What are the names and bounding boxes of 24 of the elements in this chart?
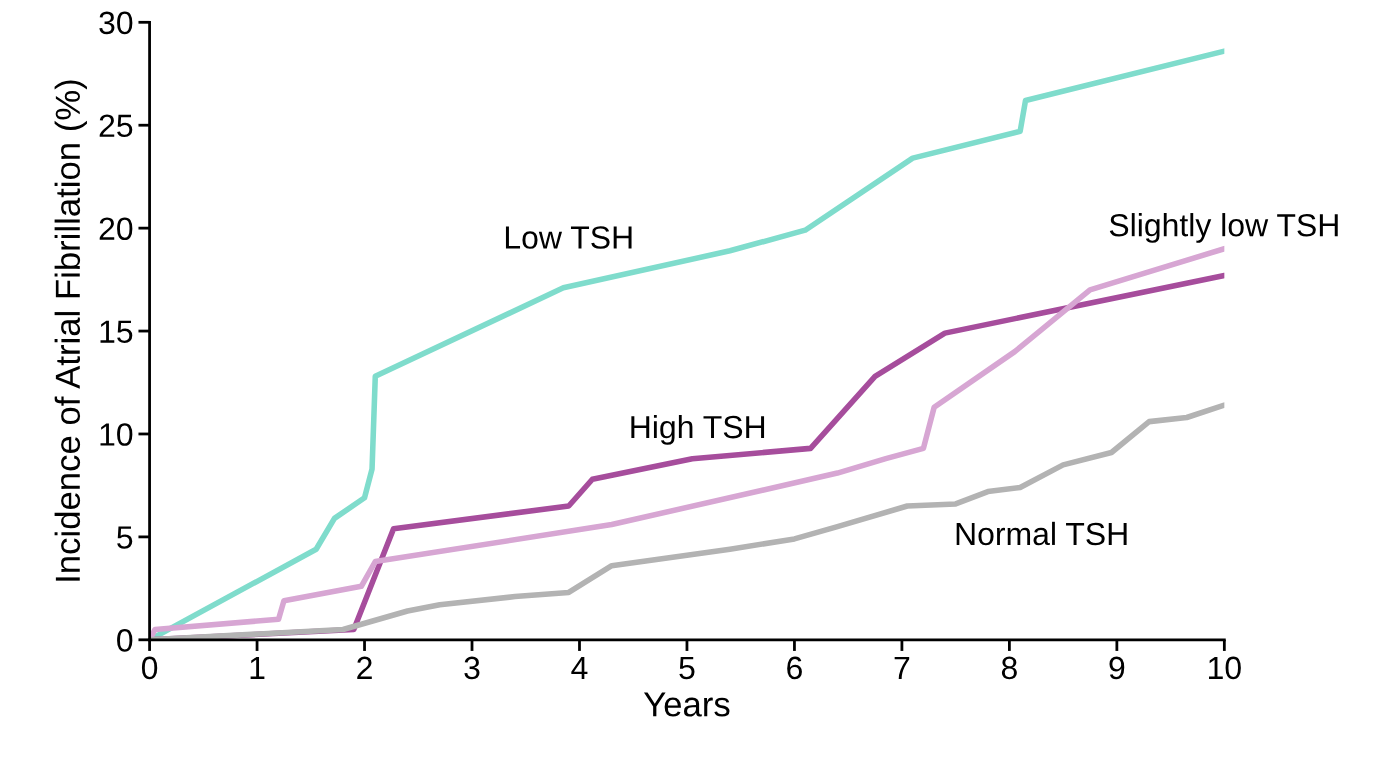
x-tick-label: 5 xyxy=(679,656,695,680)
y-tick-label: 30 xyxy=(99,11,133,35)
y-tick-label: 25 xyxy=(99,114,133,138)
y-axis-title: Incidence of Atrial Fibrillation (%) xyxy=(54,80,87,581)
x-tick-label: 1 xyxy=(250,656,265,679)
y-tick-label: 5 xyxy=(117,526,133,549)
series-label: High TSH xyxy=(631,414,765,445)
series-label: Slightly low TSH xyxy=(1109,213,1338,243)
x-tick-label: 9 xyxy=(1109,656,1125,680)
x-tick-label: 10 xyxy=(1209,656,1241,680)
y-tick-label: 0 xyxy=(117,629,133,652)
x-tick-label: 3 xyxy=(464,656,480,680)
x-tick-label: 6 xyxy=(787,656,802,680)
x-tick-label: 4 xyxy=(571,656,588,679)
y-tick-label: 15 xyxy=(100,320,133,343)
y-tick-label: 10 xyxy=(100,423,133,446)
x-tick-label: 8 xyxy=(1001,656,1017,680)
series-label: Normal TSH xyxy=(956,521,1127,546)
x-tick-label: 0 xyxy=(141,656,158,680)
y-tick-label: 20 xyxy=(99,217,133,241)
x-tick-label: 7 xyxy=(894,656,910,679)
series-label: Low TSH xyxy=(505,226,632,249)
x-axis-title: Years xyxy=(643,692,730,717)
x-tick-label: 2 xyxy=(357,656,372,679)
